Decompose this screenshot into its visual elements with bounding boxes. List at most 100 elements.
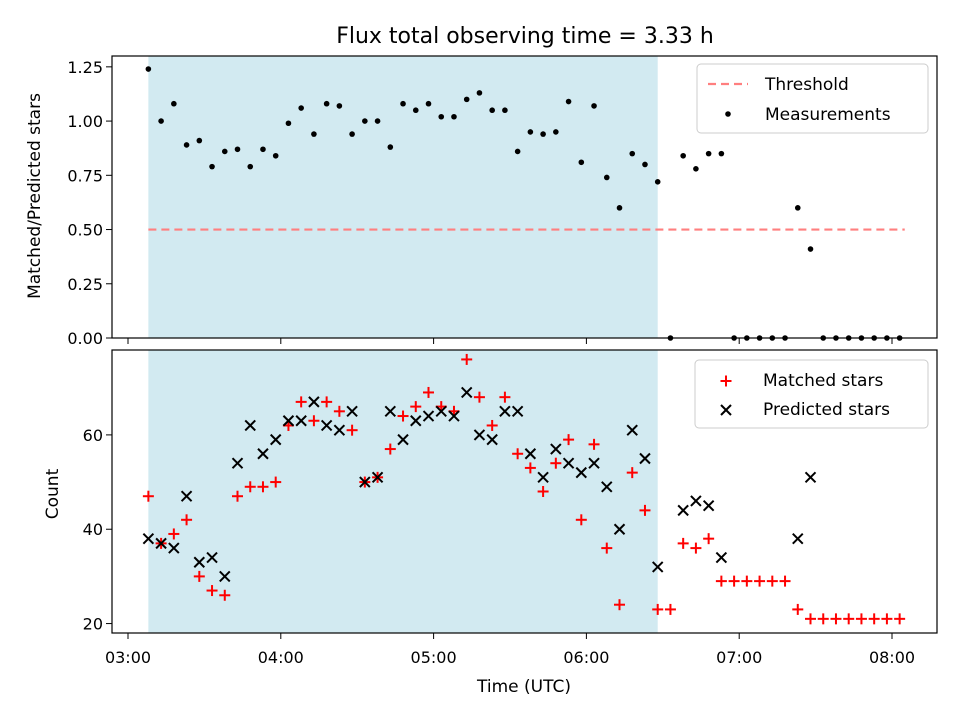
predicted-star-point-b [359, 476, 371, 488]
matched-star-point [575, 514, 587, 526]
predicted-star-point [651, 561, 664, 573]
predicted-star-point-b [651, 561, 664, 573]
predicted-star-point [448, 410, 460, 422]
bottom-y-axis-label: Count [43, 468, 63, 519]
measurement-point [336, 103, 343, 109]
measurement-point [400, 100, 406, 107]
predicted-star-point-b [639, 452, 651, 465]
matched-star-point [397, 410, 409, 422]
predicted-star-point-b [588, 457, 600, 469]
measurement-point [209, 163, 215, 170]
predicted-star-point [155, 537, 167, 550]
predicted-star-point [384, 405, 397, 418]
top-legend-box [696, 63, 929, 134]
matched-star-point [881, 613, 893, 625]
measurement-point [196, 137, 203, 144]
matched-star-point [232, 490, 244, 502]
predicted-star-point-b [206, 551, 218, 564]
figure-title: Flux total observing time = 3.33 h [336, 24, 714, 49]
measurement-point [451, 113, 457, 120]
predicted-star-point-b [333, 424, 346, 436]
matched-star-point [817, 613, 829, 625]
predicted-star-point [639, 452, 651, 465]
bottom-y-tick-label: 20 [83, 615, 103, 634]
predicted-star-point-b [499, 405, 511, 418]
top-observing-window [148, 56, 658, 338]
predicted-star-point-b [601, 481, 613, 493]
matched-star-point [703, 533, 715, 545]
matched-star-point [295, 396, 307, 408]
predicted-star-point [320, 419, 333, 432]
predicted-star-point-b [792, 532, 804, 545]
predicted-star-point [142, 532, 155, 545]
predicted-star-point-b [320, 419, 333, 432]
measurement-point [553, 129, 559, 135]
predicted-star-point-b [295, 415, 307, 427]
predicted-star-point [206, 551, 218, 564]
predicted-star-point [550, 443, 562, 455]
predicted-star-point [588, 457, 600, 469]
matched-star-point [792, 603, 804, 615]
predicted-star-point-b [155, 537, 167, 550]
measurement-point [591, 103, 597, 109]
measurement-point [349, 131, 355, 137]
predicted-star-point [168, 542, 180, 554]
predicted-star-point-b [715, 551, 728, 564]
matched-star-point [461, 353, 473, 365]
matched-star-point [333, 405, 345, 417]
predicted-star-point-b [486, 433, 498, 446]
predicted-star-point-b [473, 429, 486, 441]
predicted-star-point [486, 433, 498, 446]
predicted-star-point [333, 424, 346, 436]
predicted-star-point [359, 476, 371, 488]
matched-star-point [270, 476, 282, 488]
matched-star-point [486, 419, 498, 431]
measurement-point [171, 100, 177, 107]
predicted-star-point [193, 556, 206, 568]
predicted-star-point [295, 415, 307, 427]
predicted-star-point-b [511, 405, 524, 418]
predicted-star-point-b [690, 495, 702, 507]
matched-star-point [690, 542, 702, 554]
predicted-star-point-b [804, 471, 817, 484]
measurement-point [489, 107, 495, 114]
predicted-star-point [231, 457, 244, 469]
predicted-star-point-b [422, 410, 435, 422]
top-y-tick-label: 0.50 [67, 221, 103, 240]
predicted-star-point-b [269, 433, 282, 446]
measurement-point [463, 96, 470, 103]
predicted-star-point [422, 410, 435, 422]
matched-star-point [346, 424, 358, 436]
measurement-point [387, 144, 394, 150]
predicted-star-point-b [384, 405, 397, 418]
measurement-point [603, 174, 610, 181]
matched-star-point [537, 486, 549, 497]
matched-star-point [142, 490, 154, 502]
legend-measurements-label: Measurements [765, 105, 891, 125]
predicted-star-point [244, 419, 256, 432]
matched-star-point [677, 537, 689, 549]
measurement-point [565, 98, 572, 105]
measurement-point [527, 129, 534, 135]
predicted-star-point-b [142, 532, 155, 545]
bottom-y-tick-label: 60 [83, 426, 103, 445]
measurement-point [158, 118, 164, 124]
x-tick-label: 05:00 [411, 648, 457, 667]
bottom-legend-box [694, 359, 929, 429]
bottom-panel: 20 40 60 03:00 04:00 05:00 06:00 07:00 08:00 Matc… [83, 349, 938, 667]
measurement-point [260, 146, 266, 153]
measurement-point [183, 142, 190, 148]
predicted-star-point [308, 396, 320, 408]
predicted-star-point-b [448, 410, 460, 422]
predicted-star-point [562, 457, 575, 469]
measurement-point [412, 107, 419, 114]
matched-star-point [588, 438, 600, 450]
predicted-star-point [575, 466, 588, 479]
matched-star-point [563, 434, 575, 446]
matched-star-point [206, 585, 218, 597]
measurement-point [145, 66, 152, 72]
predicted-star-point-b [537, 471, 549, 484]
matched-star-point [308, 415, 320, 427]
predicted-star-point-b [346, 405, 358, 418]
